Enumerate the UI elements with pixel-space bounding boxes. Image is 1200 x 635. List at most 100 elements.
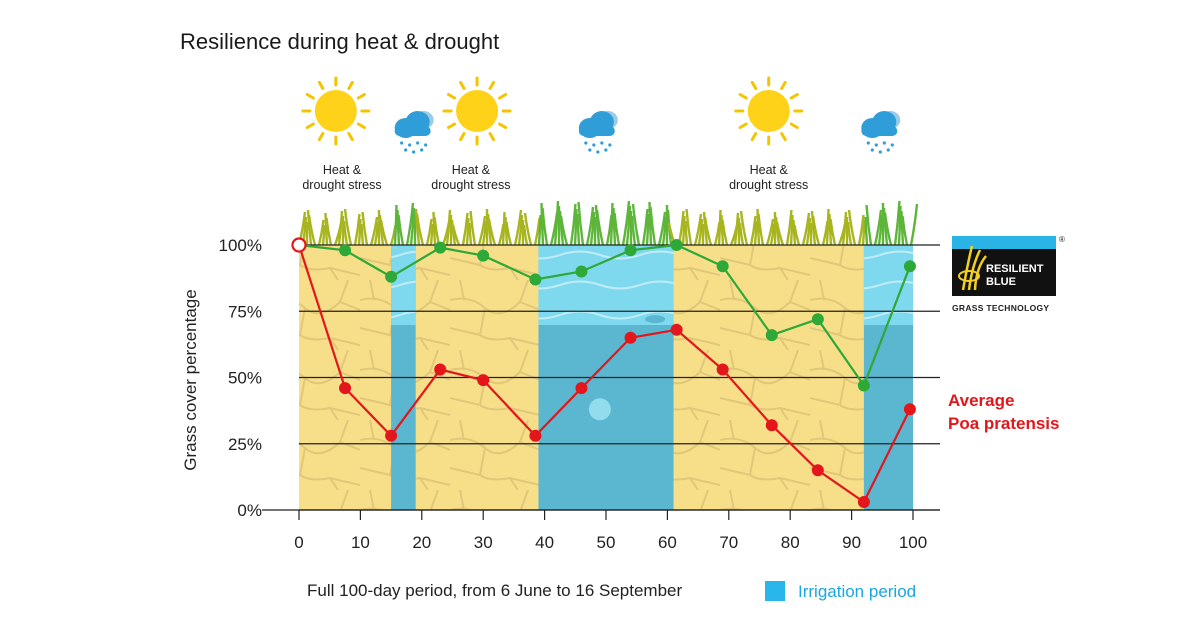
sun-icon bbox=[734, 76, 804, 146]
grass-blade bbox=[432, 211, 437, 246]
grass-blade bbox=[753, 220, 758, 246]
grass-blade bbox=[487, 218, 497, 246]
grass-blade bbox=[429, 223, 434, 246]
data-point bbox=[624, 244, 637, 257]
rain-drop bbox=[592, 143, 596, 147]
cloud-base bbox=[578, 126, 615, 136]
x-tick-label: 0 bbox=[294, 533, 303, 552]
grass-blade bbox=[360, 223, 365, 246]
x-tick-label: 50 bbox=[597, 533, 616, 552]
grass-blade bbox=[621, 200, 631, 246]
x-axis-label: Full 100-day period, from 6 June to 16 S… bbox=[307, 581, 682, 600]
rain-cloud-icon bbox=[394, 111, 434, 154]
sun-ray bbox=[498, 93, 508, 100]
stress-label-line: drought stress bbox=[302, 178, 381, 192]
grass-blade bbox=[897, 205, 902, 246]
logo-subtitle: GRASS TECHNOLOGY bbox=[952, 303, 1049, 313]
sun-ray bbox=[789, 122, 799, 129]
grass-blade bbox=[325, 217, 333, 246]
grass-blade bbox=[738, 222, 745, 246]
sun-ray bbox=[780, 132, 787, 142]
grass-blade bbox=[504, 216, 509, 246]
data-point bbox=[765, 419, 778, 432]
irrigation-water-ripples bbox=[391, 245, 416, 325]
y-tick-label: 0% bbox=[237, 501, 262, 520]
x-tick-label: 70 bbox=[719, 533, 738, 552]
rain-cloud-icon bbox=[578, 111, 618, 154]
grass-blade bbox=[343, 208, 353, 246]
data-point bbox=[385, 270, 398, 283]
rain-drop bbox=[608, 143, 612, 147]
grass-blade bbox=[576, 213, 581, 246]
sun-ray bbox=[446, 122, 457, 129]
grass-blade bbox=[641, 208, 649, 246]
red-series-label-line1: Average bbox=[948, 391, 1014, 410]
cloud-base bbox=[861, 126, 898, 136]
grass-blade bbox=[425, 218, 433, 246]
water-bubble bbox=[645, 315, 666, 324]
rain-drop bbox=[424, 143, 428, 147]
grass-blade bbox=[900, 210, 905, 246]
grass-blade bbox=[415, 213, 425, 246]
grass-blade bbox=[537, 214, 542, 246]
irrigation-water-ripples bbox=[538, 245, 674, 325]
rain-drop bbox=[416, 141, 420, 145]
sun-ray bbox=[750, 132, 758, 142]
data-point bbox=[339, 244, 352, 257]
rain-drop bbox=[420, 148, 424, 152]
sun-disc bbox=[314, 90, 357, 132]
data-point bbox=[477, 374, 490, 387]
grass-blade bbox=[720, 214, 725, 246]
grass-blade bbox=[883, 212, 893, 246]
chart-title: Resilience during heat & drought bbox=[180, 29, 499, 54]
rain-drop bbox=[412, 150, 416, 154]
stress-label-line: drought stress bbox=[431, 178, 510, 192]
grid-lines bbox=[262, 244, 940, 511]
grass-blade bbox=[901, 215, 909, 246]
grass-strip bbox=[297, 200, 919, 246]
grass-blade bbox=[317, 219, 325, 246]
x-tick-label: 100 bbox=[899, 533, 927, 552]
grass-blade bbox=[486, 213, 493, 246]
grass-blade bbox=[595, 209, 605, 246]
data-point bbox=[765, 329, 778, 342]
sun-ray bbox=[459, 132, 466, 142]
x-tick-label: 40 bbox=[535, 533, 554, 552]
logo-swirl-icon bbox=[958, 270, 980, 282]
grass-blade bbox=[342, 220, 349, 246]
grass-blade bbox=[625, 205, 632, 246]
cloud-base bbox=[394, 126, 431, 136]
grass-blade bbox=[865, 204, 873, 246]
grass-blade bbox=[553, 200, 560, 246]
y-tick-label: 100% bbox=[219, 236, 262, 255]
sun-icon bbox=[301, 76, 371, 146]
grass-blade bbox=[585, 206, 595, 246]
grass-blade bbox=[522, 224, 529, 246]
grass-blade bbox=[353, 213, 361, 246]
grass-blade bbox=[702, 211, 709, 246]
data-point bbox=[716, 260, 729, 273]
stress-label-line: drought stress bbox=[729, 178, 808, 192]
grass-blade bbox=[369, 216, 379, 246]
y-axis-label: Grass cover percentage bbox=[181, 289, 200, 470]
sun-ray bbox=[780, 80, 787, 90]
grass-blade-icon bbox=[961, 245, 987, 291]
grass-blade bbox=[573, 208, 578, 246]
grass-blade bbox=[756, 208, 761, 246]
grass-blade bbox=[697, 218, 704, 246]
rain-drop bbox=[596, 150, 600, 154]
grass-blade bbox=[733, 212, 740, 246]
grass-blade bbox=[684, 220, 689, 246]
sun-ray bbox=[738, 122, 748, 129]
stress-label-line: Heat & bbox=[452, 163, 491, 177]
grass-blade bbox=[893, 200, 901, 246]
irrigation-legend-label: Irrigation period bbox=[798, 582, 916, 601]
data-point bbox=[575, 382, 588, 395]
grass-blade bbox=[321, 224, 326, 246]
sun-ray bbox=[738, 93, 748, 100]
grass-blade bbox=[857, 214, 865, 246]
grass-blade bbox=[477, 215, 487, 246]
red-series-label-line2: Poa pratensis bbox=[948, 414, 1060, 433]
